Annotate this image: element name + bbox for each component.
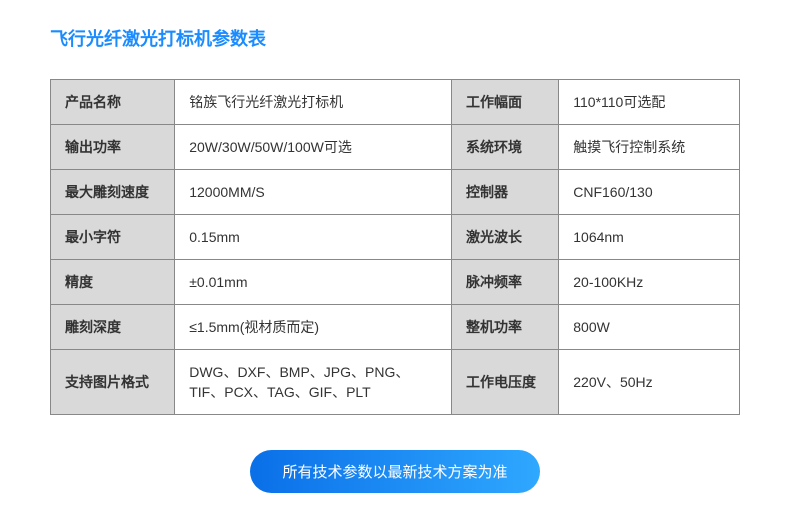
footer-note-wrap: 所有技术参数以最新技术方案为准	[50, 450, 740, 493]
spec-value: 110*110可选配	[559, 80, 740, 125]
spec-table: 产品名称 铭族飞行光纤激光打标机 工作幅面 110*110可选配 输出功率 20…	[50, 79, 740, 415]
spec-value: 铭族飞行光纤激光打标机	[175, 80, 452, 125]
spec-value: DWG、DXF、BMP、JPG、PNG、TIF、PCX、TAG、GIF、PLT	[175, 350, 452, 415]
spec-value: 1064nm	[559, 215, 740, 260]
page-title: 飞行光纤激光打标机参数表	[50, 25, 740, 51]
spec-label: 系统环境	[451, 125, 558, 170]
spec-value: 800W	[559, 305, 740, 350]
spec-label: 激光波长	[451, 215, 558, 260]
spec-value: 触摸飞行控制系统	[559, 125, 740, 170]
table-row: 最小字符 0.15mm 激光波长 1064nm	[51, 215, 740, 260]
spec-value: ±0.01mm	[175, 260, 452, 305]
spec-label: 雕刻深度	[51, 305, 175, 350]
spec-value: 220V、50Hz	[559, 350, 740, 415]
spec-label: 最大雕刻速度	[51, 170, 175, 215]
spec-label: 输出功率	[51, 125, 175, 170]
spec-label: 产品名称	[51, 80, 175, 125]
spec-label: 脉冲频率	[451, 260, 558, 305]
spec-label: 整机功率	[451, 305, 558, 350]
spec-value: ≤1.5mm(视材质而定)	[175, 305, 452, 350]
table-row: 产品名称 铭族飞行光纤激光打标机 工作幅面 110*110可选配	[51, 80, 740, 125]
spec-label: 工作幅面	[451, 80, 558, 125]
spec-value: 12000MM/S	[175, 170, 452, 215]
footer-note-pill: 所有技术参数以最新技术方案为准	[250, 450, 539, 493]
spec-value: 0.15mm	[175, 215, 452, 260]
spec-label: 控制器	[451, 170, 558, 215]
spec-value: 20-100KHz	[559, 260, 740, 305]
table-row: 最大雕刻速度 12000MM/S 控制器 CNF160/130	[51, 170, 740, 215]
spec-label: 精度	[51, 260, 175, 305]
spec-label: 支持图片格式	[51, 350, 175, 415]
spec-value: 20W/30W/50W/100W可选	[175, 125, 452, 170]
spec-label: 最小字符	[51, 215, 175, 260]
table-row: 输出功率 20W/30W/50W/100W可选 系统环境 触摸飞行控制系统	[51, 125, 740, 170]
table-row: 精度 ±0.01mm 脉冲频率 20-100KHz	[51, 260, 740, 305]
spec-value: CNF160/130	[559, 170, 740, 215]
table-row: 支持图片格式 DWG、DXF、BMP、JPG、PNG、TIF、PCX、TAG、G…	[51, 350, 740, 415]
table-row: 雕刻深度 ≤1.5mm(视材质而定) 整机功率 800W	[51, 305, 740, 350]
spec-label: 工作电压度	[451, 350, 558, 415]
